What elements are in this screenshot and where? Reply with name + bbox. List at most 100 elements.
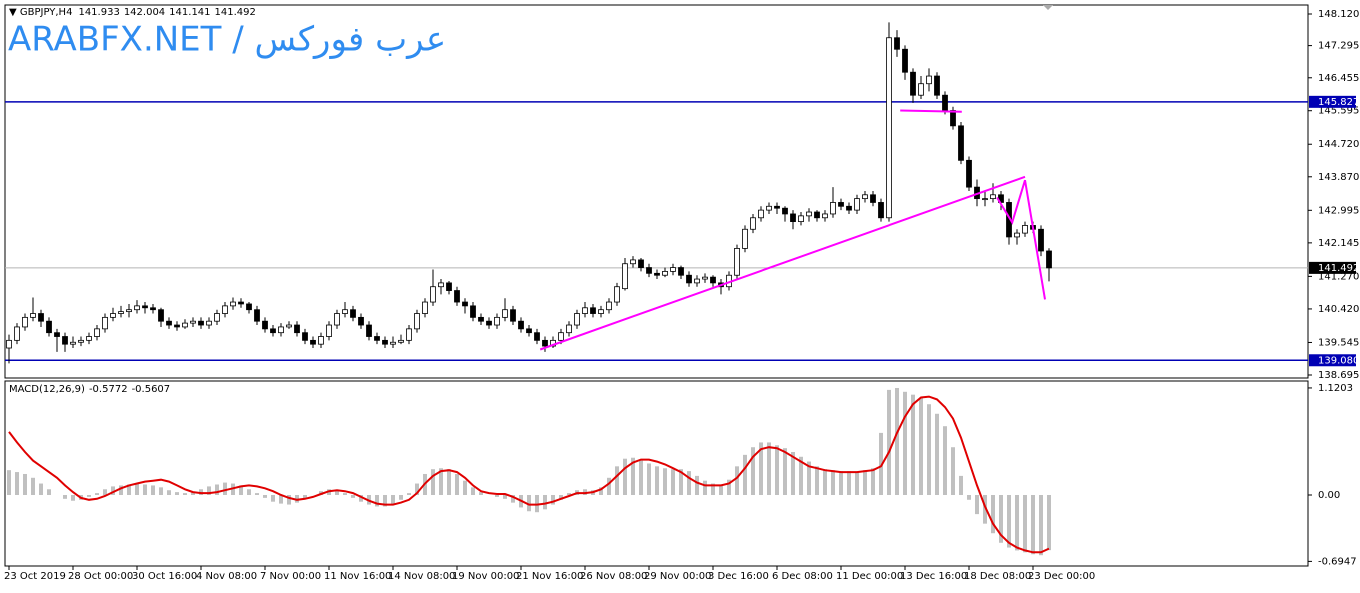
candle-body xyxy=(1014,232,1020,238)
macd-bar xyxy=(351,495,355,498)
x-tick-label: 4 Nov 08:00 xyxy=(196,571,257,582)
level-tag xyxy=(1309,354,1356,367)
candle-body xyxy=(638,259,644,268)
macd-bar xyxy=(47,489,51,496)
macd-bar xyxy=(239,485,243,496)
candle-body xyxy=(22,316,28,328)
y-tick-label: 1.1203 xyxy=(1318,383,1353,394)
macd-bar xyxy=(383,495,387,507)
candle-body xyxy=(398,339,404,343)
macd-bar xyxy=(143,484,147,496)
x-tick-label: 19 Nov 00:00 xyxy=(452,571,519,582)
macd-bar xyxy=(647,463,651,496)
candle-body xyxy=(78,339,84,343)
x-tick-label: 11 Dec 00:00 xyxy=(836,571,903,582)
x-tick-label: 21 Nov 16:00 xyxy=(516,571,583,582)
candle-body xyxy=(94,328,100,337)
candle-body xyxy=(1038,228,1044,252)
candle-body xyxy=(302,332,308,341)
macd-bar xyxy=(503,495,507,499)
candle-body xyxy=(694,278,700,284)
macd-bar xyxy=(511,495,515,503)
macd-bar xyxy=(567,493,571,496)
macd-bar xyxy=(919,397,923,496)
ohlc: 141.933 xyxy=(78,7,119,18)
candle-body xyxy=(382,339,388,345)
candle-body xyxy=(310,339,316,345)
candle-body xyxy=(470,305,476,318)
ohlc: 141.492 xyxy=(215,7,256,18)
candle-body xyxy=(238,301,244,305)
candle-body xyxy=(518,320,524,330)
macd-bar xyxy=(263,495,267,498)
macd-bar xyxy=(815,466,819,496)
macd-bar xyxy=(831,470,835,496)
candle-body xyxy=(670,267,676,272)
macd-bar xyxy=(679,469,683,496)
candle-body xyxy=(934,75,940,96)
candle-body xyxy=(390,341,396,345)
macd-bar xyxy=(359,495,363,502)
candle-body xyxy=(150,307,156,311)
candle-body xyxy=(542,339,548,347)
ohlc: 142.004 xyxy=(124,7,165,18)
level-label: 145.827 xyxy=(1318,97,1359,108)
macd-bar xyxy=(551,495,555,505)
macd-bar xyxy=(127,484,131,496)
candle-body xyxy=(534,332,540,341)
macd-panel xyxy=(4,380,1309,567)
macd-bar xyxy=(751,447,755,496)
y-tick-label: 139.545 xyxy=(1318,337,1359,348)
macd-bar xyxy=(399,495,403,500)
macd-bar xyxy=(15,472,19,496)
macd-bar xyxy=(839,471,843,496)
macd-bar xyxy=(559,495,563,500)
signal-value: -0.5607 xyxy=(132,384,171,395)
candle-body xyxy=(950,110,956,127)
y-tick-label: -0.6947 xyxy=(1318,556,1357,567)
candle-body xyxy=(870,194,876,203)
candle-body xyxy=(862,194,868,200)
candle-body xyxy=(422,301,428,314)
level-tag xyxy=(1309,261,1356,274)
macd-bar xyxy=(151,485,155,496)
macd-bar xyxy=(847,471,851,496)
candle-body xyxy=(966,159,972,188)
candle-body xyxy=(806,211,812,217)
x-tick-label: 7 Nov 00:00 xyxy=(260,571,321,582)
macd-bar xyxy=(655,466,659,496)
x-tick-label: 13 Dec 16:00 xyxy=(900,571,967,582)
candle-body xyxy=(958,125,964,161)
candle-body xyxy=(598,309,604,314)
candle-body xyxy=(830,202,836,215)
y-tick-label: 142.145 xyxy=(1318,238,1359,249)
candle-body xyxy=(102,316,108,330)
level-label: 141.492 xyxy=(1318,263,1359,274)
candle-body xyxy=(430,286,436,303)
candle-body xyxy=(126,309,132,313)
macd-bar xyxy=(983,495,987,524)
candle-body xyxy=(686,274,692,284)
macd-bar xyxy=(975,495,979,515)
candle-body xyxy=(438,282,444,288)
candle-body xyxy=(742,228,748,249)
macd-bar xyxy=(959,475,963,496)
candle-body xyxy=(486,320,492,326)
macd-bar xyxy=(807,461,811,496)
candle-body xyxy=(886,37,892,219)
macd-bar xyxy=(863,470,867,496)
candle-body xyxy=(918,83,924,96)
candle-body xyxy=(630,259,636,265)
candle-body xyxy=(278,326,284,334)
symbol: ▼ xyxy=(9,7,20,18)
candle-body xyxy=(462,301,468,307)
level-label: 139.080 xyxy=(1318,355,1359,366)
macd-bar xyxy=(775,445,779,496)
macd-bar xyxy=(695,475,699,496)
y-tick-label: 140.420 xyxy=(1318,304,1359,315)
macd-bar xyxy=(871,468,875,496)
macd-bar xyxy=(471,487,475,496)
macd-bar xyxy=(439,468,443,496)
macd-bar xyxy=(279,495,283,504)
candle-body xyxy=(750,217,756,230)
